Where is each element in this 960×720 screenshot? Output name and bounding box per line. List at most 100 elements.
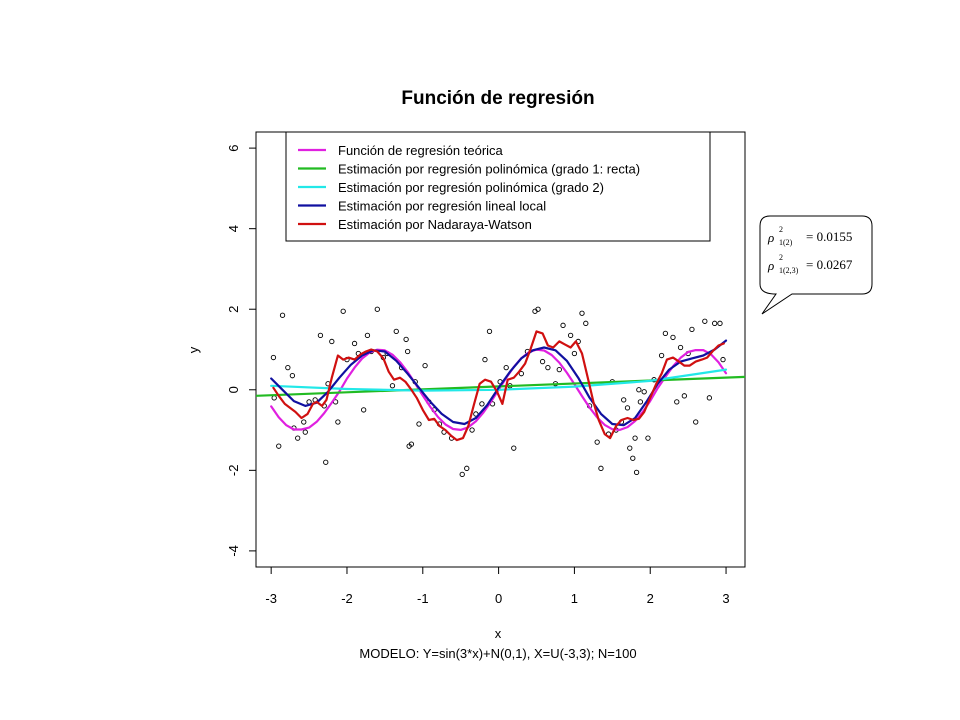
data-point — [702, 318, 708, 324]
y-tick-label: 6 — [226, 144, 241, 151]
data-point — [364, 332, 371, 339]
data-point — [323, 459, 329, 465]
data-point — [351, 340, 358, 347]
data-point — [389, 383, 396, 389]
y-tick-label: -2 — [226, 465, 241, 477]
x-tick-label: 0 — [495, 591, 502, 606]
data-point — [627, 445, 633, 451]
data-point — [295, 435, 301, 441]
y-tick-label: 0 — [226, 386, 241, 393]
data-point — [567, 332, 574, 339]
data-point — [279, 312, 286, 318]
data-point — [374, 306, 380, 312]
data-point — [662, 330, 669, 337]
data-point — [674, 399, 680, 405]
data-point — [285, 364, 291, 371]
data-point — [583, 320, 589, 326]
series-line — [272, 330, 725, 442]
data-point — [393, 328, 399, 335]
data-point — [302, 429, 308, 435]
callout-value-1: = 0.0155 — [806, 229, 852, 244]
data-point — [518, 371, 524, 377]
correlation-callout: ρ 2 1(2) = 0.0155 ρ 2 1(2,3) = 0.0267 — [759, 215, 873, 315]
data-point — [594, 439, 600, 445]
callout-sup-2: 2 — [779, 253, 783, 262]
legend-entry: Estimación por regresión lineal local — [338, 199, 546, 214]
data-point — [556, 366, 562, 373]
callout-sup-1: 2 — [779, 225, 783, 234]
data-point — [301, 419, 307, 425]
data-point — [503, 364, 509, 371]
legend-entry: Estimación por regresión polinómica (gra… — [338, 180, 604, 195]
data-point — [641, 389, 647, 395]
data-point — [270, 354, 277, 361]
data-point — [630, 455, 636, 461]
data-point — [408, 441, 415, 447]
y-axis: -4 -2 0 2 4 6 — [226, 144, 257, 557]
x-tick-label: -3 — [265, 591, 277, 606]
data-point — [535, 306, 541, 312]
data-point — [579, 310, 585, 316]
callout-rho-1: ρ — [767, 230, 774, 245]
x-tick-label: 3 — [722, 591, 729, 606]
callout-rho-2: ρ — [767, 258, 774, 273]
data-point — [571, 350, 578, 357]
data-point — [403, 336, 409, 343]
data-point — [479, 401, 485, 407]
data-point — [335, 419, 341, 425]
series-line — [270, 368, 728, 392]
data-point — [416, 421, 422, 427]
data-point — [545, 364, 551, 371]
data-point — [482, 356, 488, 363]
y-tick-label: 4 — [226, 225, 241, 232]
data-point — [693, 419, 699, 425]
data-point — [361, 407, 367, 413]
data-point — [329, 338, 335, 345]
y-tick-label: -4 — [226, 545, 241, 557]
data-point — [276, 443, 282, 449]
data-point — [560, 322, 566, 328]
data-point — [469, 427, 475, 433]
callout-value-2: = 0.0267 — [806, 257, 853, 272]
y-tick-label: 2 — [226, 306, 241, 313]
x-axis: -3 -2 -1 0 1 2 3 — [265, 566, 730, 606]
data-point — [624, 405, 631, 411]
data-point — [720, 356, 726, 363]
callout-sub-1: 1(2) — [779, 238, 793, 247]
data-point — [712, 320, 718, 326]
data-point — [271, 395, 277, 401]
data-point — [511, 445, 517, 451]
x-tick-label: -1 — [417, 591, 429, 606]
legend-entry: Estimación por regresión polinómica (gra… — [338, 162, 640, 177]
x-axis-label: x — [495, 626, 502, 641]
legend-entry: Función de regresión teórica — [338, 143, 504, 158]
x-tick-label: 2 — [647, 591, 654, 606]
x-tick-label: 1 — [571, 591, 578, 606]
series-lines — [256, 330, 745, 442]
callout-sub-2: 1(2,3) — [779, 266, 799, 275]
data-point — [636, 387, 642, 393]
data-point — [658, 352, 665, 359]
data-point — [670, 334, 676, 341]
data-point — [317, 332, 324, 339]
data-point — [689, 326, 695, 333]
data-point — [621, 397, 627, 403]
data-point — [706, 395, 713, 401]
data-point — [422, 362, 428, 369]
model-subtitle: MODELO: Y=sin(3*x)+N(0,1), X=U(-3,3); N=… — [359, 646, 636, 661]
data-point — [464, 465, 470, 471]
data-point — [289, 373, 296, 379]
data-point — [637, 399, 644, 405]
data-point — [633, 469, 640, 475]
data-point — [539, 358, 546, 365]
data-point — [404, 348, 411, 355]
data-point — [677, 344, 684, 351]
data-point — [459, 471, 465, 478]
legend-box — [285, 131, 711, 242]
x-tick-label: -2 — [341, 591, 353, 606]
legend: Función de regresión teórica Estimación p… — [285, 131, 711, 242]
data-point — [717, 320, 723, 326]
data-point — [598, 465, 604, 471]
data-point — [632, 435, 638, 441]
